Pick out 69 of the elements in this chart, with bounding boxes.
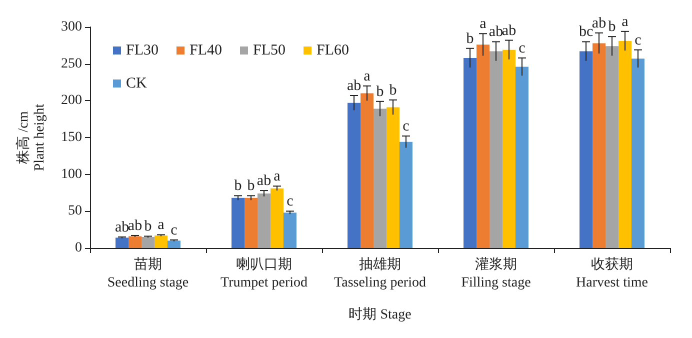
y-tick-label: 150: [61, 130, 82, 145]
data-label: b: [376, 84, 384, 100]
y-tick-label: 200: [61, 93, 82, 108]
data-label: a: [480, 16, 487, 32]
legend-label: FL60: [316, 42, 350, 58]
data-label: b: [234, 178, 242, 194]
x-tick-label: 抽雄期 Tasseling period: [334, 256, 426, 290]
bar: [580, 51, 593, 248]
data-label: c: [286, 194, 294, 210]
bar: [399, 142, 412, 248]
data-label: c: [170, 222, 178, 238]
y-tick-label: 50: [68, 204, 82, 219]
x-tick-label: 灌浆期 Filling stage: [461, 256, 531, 290]
data-label: c: [518, 40, 526, 56]
data-label: ab: [128, 218, 142, 234]
data-label: ab: [114, 219, 130, 236]
data-label: ab: [488, 24, 504, 40]
bar: [386, 107, 400, 248]
bar: [374, 108, 386, 248]
bar: [258, 193, 270, 248]
legend-label: FL30: [126, 42, 159, 58]
bar: [476, 44, 490, 248]
data-label: c: [634, 32, 642, 48]
data-label: b: [389, 82, 397, 98]
data-label: c: [402, 118, 410, 135]
x-tick-label: 苗期 Seedling stage: [107, 256, 189, 290]
x-axis-title: 时期 Stage: [348, 306, 412, 322]
data-label: bc: [578, 24, 594, 40]
data-label: b: [608, 19, 616, 36]
legend-label: CK: [126, 76, 148, 92]
bar: [618, 40, 632, 248]
y-tick-label: 0: [75, 240, 82, 256]
bar: [348, 102, 361, 248]
bar: [116, 238, 129, 248]
data-label: b: [466, 30, 474, 47]
x-tick-label: 收获期 Harvest time: [576, 256, 648, 290]
bar: [490, 51, 502, 248]
data-label: a: [622, 14, 629, 30]
data-label: ab: [256, 173, 272, 190]
bar: [502, 50, 516, 248]
legend-label: FL50: [253, 42, 286, 58]
y-tick-label: 100: [61, 166, 82, 182]
bar: [592, 43, 606, 248]
y-tick-label: 250: [61, 56, 82, 72]
data-label: a: [158, 217, 165, 234]
bar: [154, 235, 168, 248]
bar: [142, 236, 154, 248]
bar: [631, 58, 644, 248]
data-label: ab: [502, 22, 516, 39]
data-label: b: [247, 178, 255, 194]
data-label: b: [144, 218, 152, 235]
bar: [283, 212, 296, 248]
bar: [128, 236, 142, 248]
bar: [515, 66, 528, 248]
bar: [464, 58, 477, 248]
data-label: ab: [592, 15, 606, 32]
bar: [270, 188, 284, 248]
data-label: a: [364, 68, 371, 84]
bar: [232, 198, 245, 248]
x-tick-label: 喇叭口期 Trumpet period: [220, 256, 308, 290]
bar: [606, 46, 618, 248]
data-label: ab: [346, 78, 362, 94]
y-axis-title: 株高 /cm Plant height: [16, 104, 48, 172]
data-label: a: [274, 168, 281, 185]
y-tick-label: 300: [61, 20, 82, 34]
bar: [244, 198, 258, 248]
bar: [167, 240, 180, 248]
legend-label: FL40: [190, 42, 222, 58]
bar: [360, 93, 374, 248]
